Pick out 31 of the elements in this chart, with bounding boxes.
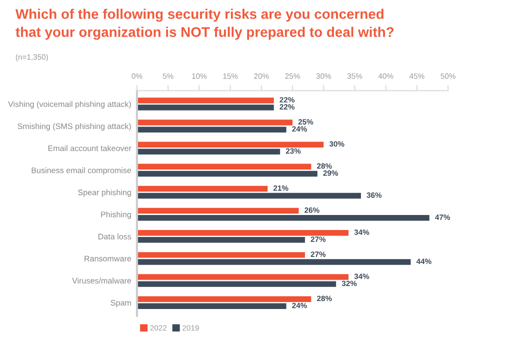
y-tick-label: Spear phishing [78, 189, 131, 197]
bar [136, 142, 324, 148]
bar [136, 252, 305, 258]
y-tick-label: Viruses/malware [72, 278, 132, 284]
bar [136, 126, 286, 132]
bar [136, 296, 312, 302]
y-tick-label: Spam [110, 300, 131, 308]
bar [136, 281, 336, 287]
bar [136, 274, 349, 280]
bar [136, 230, 349, 236]
bar [136, 164, 312, 170]
chart-title: Which of the following security risks are you concerned that your organization is NOT fully prepared to deal with? [15, 8, 394, 40]
bar [136, 303, 286, 310]
bar [136, 192, 361, 199]
y-tick-label: Vishing (voicemail phishing attack) [8, 101, 131, 109]
y-tick-label: Business email compromise [32, 167, 132, 175]
bar [136, 208, 299, 214]
bar [136, 120, 293, 126]
y-tick-label: Phishing [101, 211, 131, 219]
bar [136, 98, 274, 104]
bar [136, 214, 430, 221]
bar [136, 104, 274, 110]
bar [136, 170, 318, 177]
y-tick-label: Data loss [98, 233, 132, 240]
y-tick-label: Ransomware [84, 256, 132, 262]
bar [136, 186, 268, 192]
bar [136, 259, 411, 265]
bar [136, 237, 305, 243]
y-tick-label: Email account takeover [48, 145, 132, 152]
y-tick-label: Smishing (SMS phishing attack) [18, 123, 131, 131]
bar [136, 148, 280, 155]
